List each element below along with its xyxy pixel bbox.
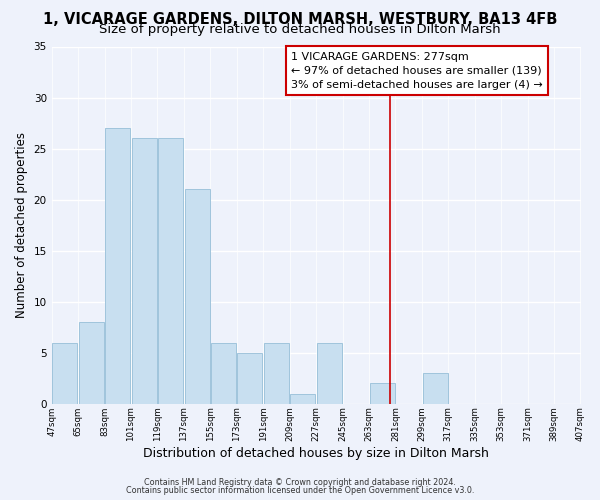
Text: 1 VICARAGE GARDENS: 277sqm
← 97% of detached houses are smaller (139)
3% of semi: 1 VICARAGE GARDENS: 277sqm ← 97% of deta…: [291, 52, 543, 90]
Text: Size of property relative to detached houses in Dilton Marsh: Size of property relative to detached ho…: [99, 24, 501, 36]
Text: Contains public sector information licensed under the Open Government Licence v3: Contains public sector information licen…: [126, 486, 474, 495]
X-axis label: Distribution of detached houses by size in Dilton Marsh: Distribution of detached houses by size …: [143, 447, 489, 460]
Text: 1, VICARAGE GARDENS, DILTON MARSH, WESTBURY, BA13 4FB: 1, VICARAGE GARDENS, DILTON MARSH, WESTB…: [43, 12, 557, 28]
Bar: [317, 342, 342, 404]
Bar: [158, 138, 183, 404]
Bar: [52, 342, 77, 404]
Bar: [238, 353, 262, 404]
Bar: [264, 342, 289, 404]
Y-axis label: Number of detached properties: Number of detached properties: [15, 132, 28, 318]
Bar: [211, 342, 236, 404]
Bar: [132, 138, 157, 404]
Bar: [105, 128, 130, 404]
Bar: [370, 384, 395, 404]
Bar: [422, 373, 448, 404]
Bar: [290, 394, 316, 404]
Bar: [185, 190, 209, 404]
Bar: [79, 322, 104, 404]
Text: Contains HM Land Registry data © Crown copyright and database right 2024.: Contains HM Land Registry data © Crown c…: [144, 478, 456, 487]
